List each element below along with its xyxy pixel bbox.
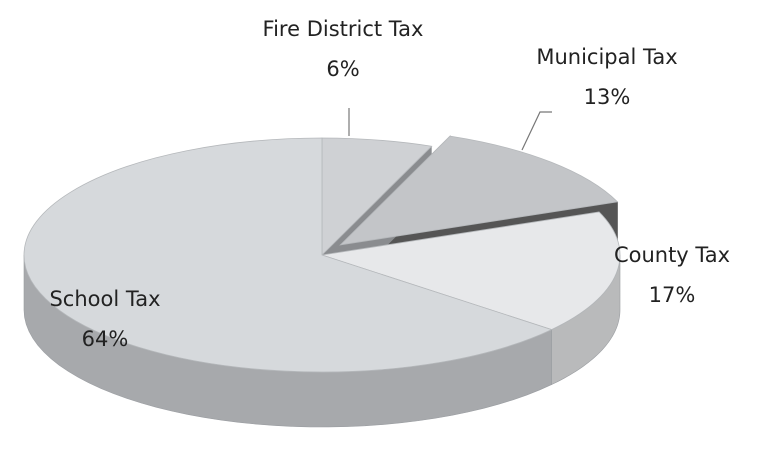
slice [321, 211, 621, 331]
slice [339, 135, 619, 246]
slice-label: School Tax [49, 287, 160, 311]
slice-label: County Tax [614, 243, 730, 267]
leader-line [521, 111, 552, 151]
slice-label: Municipal Tax [536, 45, 677, 69]
slice [23, 137, 553, 373]
slice-value-label: 6% [326, 57, 359, 81]
slice-label: Fire District Tax [263, 17, 424, 41]
slice-value-label: 64% [82, 327, 129, 351]
slice-value-label: 13% [584, 85, 631, 109]
slice-value-label: 17% [649, 283, 696, 307]
